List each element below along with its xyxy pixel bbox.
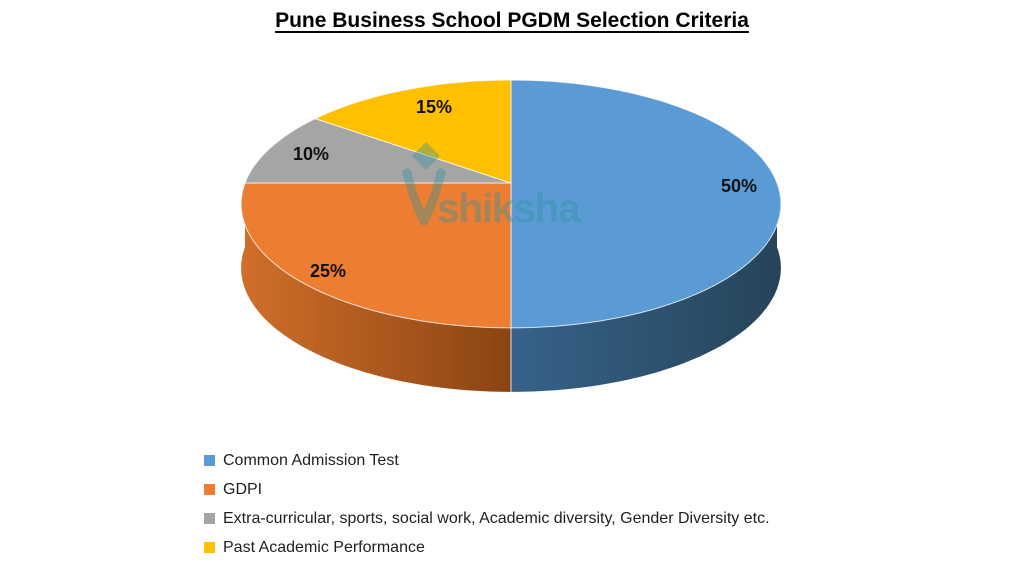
legend: Common Admission Test GDPI Extra-curricu… [204, 446, 770, 562]
legend-item: Extra-curricular, sports, social work, A… [204, 504, 770, 533]
legend-label: GDPI [223, 480, 263, 498]
legend-swatch-yellow [204, 542, 215, 553]
legend-item: Past Academic Performance [204, 533, 770, 562]
pie-data-label: 10% [293, 144, 329, 164]
legend-swatch-orange [204, 484, 215, 495]
legend-label: Extra-curricular, sports, social work, A… [223, 509, 770, 527]
chart-title: Pune Business School PGDM Selection Crit… [0, 9, 1024, 33]
chart-title-text: Pune Business School PGDM Selection Crit… [275, 9, 749, 32]
legend-swatch-blue [204, 455, 215, 466]
legend-swatch-gray [204, 513, 215, 524]
legend-item: Common Admission Test [204, 446, 770, 475]
legend-label: Common Admission Test [223, 451, 399, 469]
legend-item: GDPI [204, 475, 770, 504]
pie-data-label: 15% [416, 97, 452, 117]
pie-data-label: 50% [721, 176, 757, 196]
legend-label: Past Academic Performance [223, 538, 425, 556]
pie-data-label: 25% [310, 261, 346, 281]
